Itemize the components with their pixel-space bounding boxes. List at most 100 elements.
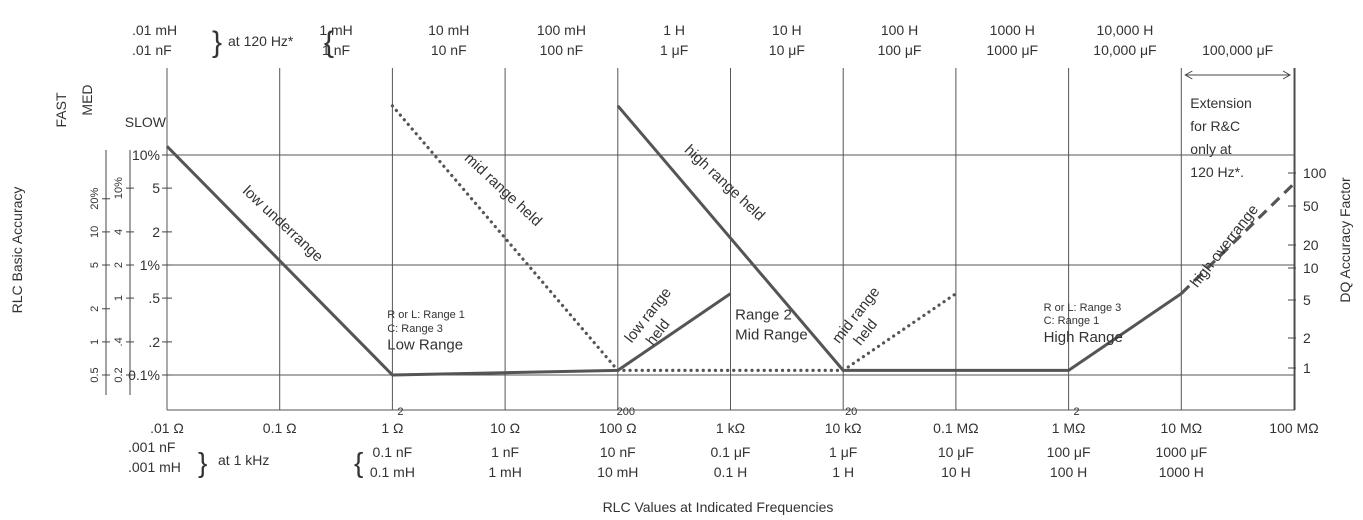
extension-note-line: only at (1190, 141, 1231, 157)
bottom-sub-tick-l1: 0.1 nF (373, 444, 413, 460)
speed-label-fast: FAST (53, 92, 69, 127)
tick-label-right: 1 (1303, 360, 1311, 376)
tick-label-right: 2 (1303, 330, 1311, 346)
bottom-sub-tick-l1: 1 μF (829, 444, 857, 460)
bottom-ohm-tick: 0.1 Ω (263, 420, 297, 436)
top-tick-l2: 1 nF (322, 42, 350, 58)
top-tick-l2: 1 μF (660, 42, 688, 58)
bottom-row3-lead: .001 mH (128, 459, 181, 475)
bottom-superscript: 2 (1074, 406, 1080, 418)
bottom-ohm-tick: 0.1 MΩ (933, 420, 978, 436)
top-tick-l2: 10 μF (769, 42, 805, 58)
top-tick-l1: 1 H (663, 22, 685, 38)
extension-note-line: for R&C (1190, 118, 1240, 134)
grid (166, 68, 1295, 411)
tick-label-med: 4 (113, 229, 125, 235)
top-tick-l2: 100 nF (540, 42, 584, 58)
bottom-ohm-tick: 1 Ω (381, 420, 403, 436)
bottom-sub-tick-l1: 10 μF (938, 444, 974, 460)
top-axis: .01 mH .01 nF at 120 Hz*} {1 mH 1 nF 10 mH 10 … (132, 22, 1273, 59)
top-tick-l2: 10 nF (431, 42, 467, 58)
tick-label-right: 5 (1303, 292, 1311, 308)
tick-label-slow: 1% (140, 257, 160, 273)
accuracy-line-dashed (1180, 182, 1296, 295)
accuracy-lines (165, 104, 1296, 377)
annotation-label: high overrange (1187, 201, 1262, 290)
accuracy-line-solid (165, 145, 618, 377)
tick-label-fast: 0.5 (89, 367, 101, 382)
bottom-brace-left: { (354, 447, 363, 478)
bottom-superscript: 2 (397, 406, 403, 418)
tick-label-fast: 10 (89, 226, 101, 238)
tick-label-right: 20 (1303, 237, 1319, 253)
tick-label-fast: 2 (89, 306, 101, 312)
top-tick-l2: 10,000 μF (1093, 42, 1156, 58)
y-axis-label-left: RLC Basic Accuracy (9, 187, 25, 314)
bottom-brace-right: } (198, 447, 207, 478)
bottom-freq-label: at 1 kHz (218, 452, 269, 468)
bottom-row2-lead: .001 nF (128, 439, 175, 455)
tick-label-slow: .5 (148, 290, 160, 306)
annotation-label: mid range held (461, 150, 545, 230)
bottom-ohm-tick: 100 MΩ (1269, 420, 1318, 436)
bottom-sub-tick-l1: 100 μF (1047, 444, 1091, 460)
top-brace-left: { (324, 26, 334, 59)
bottom-ohm-tick: .01 Ω (150, 420, 184, 436)
tick-label-fast: 5 (89, 262, 101, 268)
top-tick-l2: 100 μF (878, 42, 922, 58)
top-header-l1: .01 mH (132, 22, 177, 38)
tick-label-right: 100 (1303, 165, 1327, 181)
tick-label-right: 50 (1303, 198, 1319, 214)
bottom-ohm-tick: 1 kΩ (716, 420, 745, 436)
annotation-label: low underrange (239, 183, 326, 266)
tick-label-right: 10 (1303, 260, 1319, 276)
bottom-axis: .01 Ω 0.1 Ω 1 Ω 10 Ω 100 Ω 1 kΩ 10 kΩ 0.1 MΩ 1 M… (128, 406, 1319, 480)
top-tick-l1: 10,000 H (1097, 22, 1154, 38)
top-tick-l2: 100,000 μF (1202, 42, 1273, 58)
bottom-sub-tick-l1: 10 nF (600, 444, 636, 460)
annotation-label: Mid Range (735, 327, 808, 344)
bottom-sub-tick-l2: 1000 H (1159, 464, 1204, 480)
annotation-label: C: Range 1 (1044, 315, 1100, 327)
bottom-ohm-tick: 1 MΩ (1052, 420, 1086, 436)
tick-label-med: .4 (113, 337, 125, 346)
accuracy-line-solid (616, 104, 1183, 372)
right-axis: 100 50 20 10 5 2 1 (1288, 68, 1327, 410)
tick-label-med: 1 (113, 295, 125, 301)
bottom-ohm-tick: 10 kΩ (825, 420, 862, 436)
speed-label-slow: SLOW (125, 114, 167, 130)
annotation-label: High Range (1044, 329, 1123, 346)
annotation-label: high range held (681, 141, 768, 224)
annotation-label: C: Range 3 (387, 323, 443, 335)
bottom-sub-tick-l2: 0.1 H (714, 464, 747, 480)
bottom-sub-tick-l1: 1000 μF (1155, 444, 1207, 460)
extension-arrowhead-right (1282, 70, 1292, 80)
accuracy-line-dotted (841, 292, 958, 372)
extension-note: Extension for R&C only at 120 Hz*. (1184, 70, 1292, 180)
extension-note-line: Extension (1190, 95, 1251, 111)
y-axis-label-right: DQ Accuracy Factor (1337, 177, 1353, 303)
bottom-ohm-tick: 10 MΩ (1161, 420, 1203, 436)
speed-label-med: MED (79, 84, 95, 115)
bottom-sub-tick-l2: 100 H (1050, 464, 1087, 480)
tick-label-slow: 2 (152, 224, 160, 240)
bottom-sub-tick-l2: 0.1 mH (370, 464, 415, 480)
top-tick-l1: 10 mH (428, 22, 469, 38)
tick-label-med: 10% (113, 177, 125, 199)
x-axis-label: RLC Values at Indicated Frequencies (603, 499, 834, 515)
tick-label-slow: 0.1% (128, 367, 160, 383)
top-freq-label: at 120 Hz* (228, 33, 294, 49)
extension-note-line: 120 Hz*. (1190, 164, 1244, 180)
extension-arrowhead-left (1184, 70, 1193, 80)
annotation-label: Low Range (387, 337, 463, 354)
top-tick-l1: 100 mH (537, 22, 586, 38)
bottom-sub-tick-l2: 10 mH (597, 464, 638, 480)
accuracy-line-solid (616, 292, 732, 372)
annotation-label: Range 2 (735, 306, 792, 323)
bottom-sub-tick-l1: 1 nF (491, 444, 519, 460)
tick-label-slow: 10% (132, 147, 160, 163)
top-tick-l2: 1000 μF (986, 42, 1038, 58)
bottom-sub-tick-l1: 0.1 μF (711, 444, 751, 460)
tick-label-fast: 1 (89, 339, 101, 345)
tick-label-slow: 5 (152, 180, 160, 196)
